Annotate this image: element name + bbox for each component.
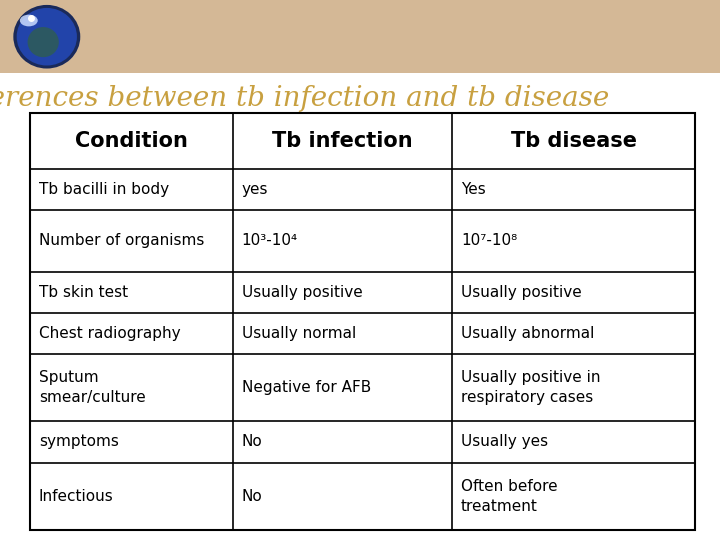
Text: Often before
treatment: Often before treatment [461, 479, 557, 514]
Ellipse shape [27, 27, 59, 57]
Ellipse shape [17, 8, 77, 65]
Bar [0, 0, 720, 73]
Text: Tb disease: Tb disease [510, 131, 636, 151]
Text: Usually abnormal: Usually abnormal [461, 326, 594, 341]
Text: Condition: Condition [75, 131, 188, 151]
Text: yes: yes [242, 182, 268, 197]
Text: Usually positive: Usually positive [242, 285, 362, 300]
Text: Tb bacilli in body: Tb bacilli in body [39, 182, 169, 197]
Text: 10⁷-10⁸: 10⁷-10⁸ [461, 233, 517, 248]
Text: Number of organisms: Number of organisms [39, 233, 204, 248]
Text: Differences between tb infection and tb disease: Differences between tb infection and tb … [0, 85, 610, 112]
Text: No: No [242, 435, 262, 449]
Text: Tb infection: Tb infection [272, 131, 413, 151]
Text: Usually positive: Usually positive [461, 285, 582, 300]
Ellipse shape [20, 15, 37, 26]
Bar [30, 113, 695, 530]
Text: Usually normal: Usually normal [242, 326, 356, 341]
Text: No: No [242, 489, 262, 504]
Text: Infectious: Infectious [39, 489, 114, 504]
Text: Usually positive in
respiratory cases: Usually positive in respiratory cases [461, 370, 600, 405]
Text: Tb skin test: Tb skin test [39, 285, 128, 300]
Text: Usually yes: Usually yes [461, 435, 548, 449]
Text: Chest radiography: Chest radiography [39, 326, 181, 341]
Ellipse shape [14, 5, 81, 69]
Text: Sputum
smear/culture: Sputum smear/culture [39, 370, 145, 405]
Text: Negative for AFB: Negative for AFB [242, 380, 371, 395]
Text: 10³-10⁴: 10³-10⁴ [242, 233, 297, 248]
Text: Yes: Yes [461, 182, 485, 197]
Text: symptoms: symptoms [39, 435, 119, 449]
